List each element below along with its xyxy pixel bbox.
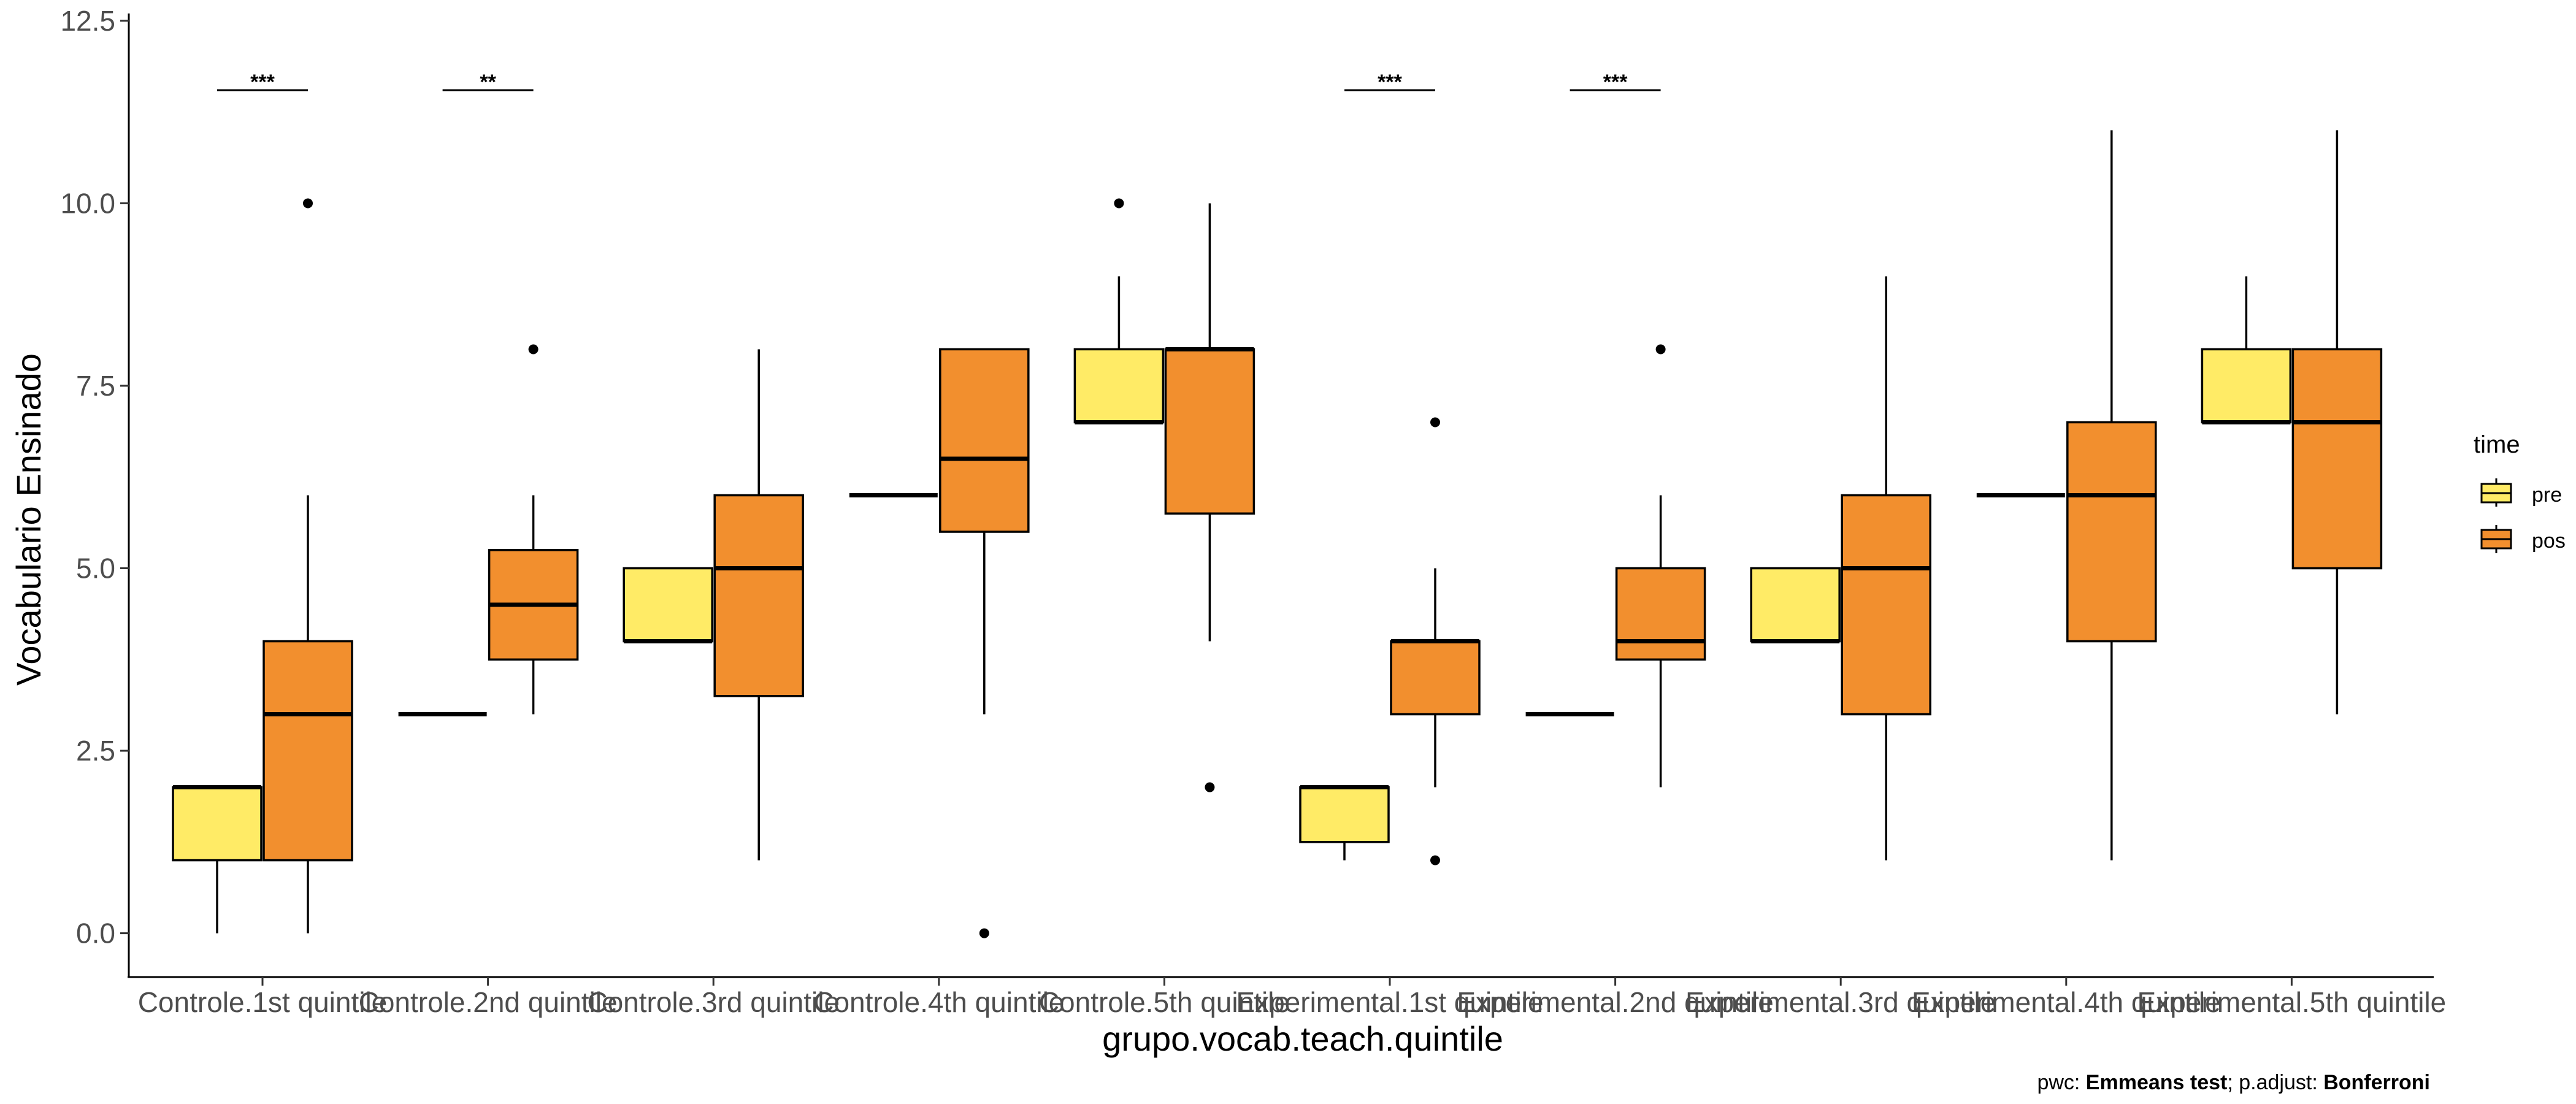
- outlier-point: [528, 344, 539, 355]
- x-tick-label: Experimental.3rd quintile: [1685, 986, 1996, 1018]
- box-body: [939, 348, 1030, 533]
- box-body: [1750, 567, 1841, 643]
- box-pos-9: [2291, 130, 2383, 715]
- y-axis-ticks: 0.0 2.5 5.0 7.5 10.0 12.5: [60, 5, 129, 949]
- x-tick-label: Experimental.2nd quintile: [1457, 986, 1774, 1018]
- box-body: [1299, 786, 1390, 843]
- caption-test: Emmeans test: [2086, 1071, 2228, 1094]
- box-pre-7: [1750, 567, 1841, 644]
- x-tick-label: Experimental.5th quintile: [2137, 986, 2447, 1018]
- y-tick-label: 5.0: [76, 553, 115, 585]
- significance-label: **: [480, 71, 496, 94]
- box-pos-4: [1164, 203, 1255, 792]
- box-pre-9: [2201, 276, 2292, 424]
- x-tick-label: Controle.4th quintile: [813, 986, 1064, 1018]
- box-pos-2: [713, 349, 804, 861]
- outlier-point: [979, 928, 989, 938]
- outlier-point: [1205, 782, 1215, 792]
- x-tick-label: Controle.1st quintile: [138, 986, 388, 1018]
- box-body: [1390, 640, 1481, 716]
- box-body: [1841, 494, 1931, 716]
- y-tick-label: 12.5: [60, 5, 115, 37]
- significance-label: ***: [250, 71, 275, 94]
- box-body: [1615, 567, 1706, 661]
- box-body: [1073, 348, 1165, 424]
- outlier-point: [1430, 855, 1440, 865]
- caption-method: Bonferroni: [2323, 1071, 2430, 1094]
- x-tick-label: Controle.5th quintile: [1039, 986, 1290, 1018]
- box-pre-0: [172, 785, 263, 933]
- outlier-point: [1114, 198, 1124, 209]
- x-axis-title: grupo.vocab.teach.quintile: [1102, 1019, 1503, 1058]
- significance-label: ***: [1378, 71, 1402, 94]
- x-tick-label: Controle.3rd quintile: [587, 986, 840, 1018]
- outlier-point: [1655, 344, 1666, 355]
- box-pos-1: [488, 344, 579, 715]
- legend-label-pre: pre: [2532, 483, 2562, 507]
- outlier-point: [1430, 417, 1440, 427]
- caption-prefix: pwc:: [2037, 1071, 2085, 1094]
- legend-title: time: [2474, 431, 2520, 458]
- box-body: [2066, 421, 2157, 643]
- box-body: [2201, 348, 2292, 424]
- box-pos-6: [1615, 344, 1706, 788]
- y-tick-label: 10.0: [60, 187, 115, 219]
- legend-label-pos: pos: [2532, 529, 2566, 553]
- legend: time pre pos: [2474, 431, 2566, 553]
- significance-label: ***: [1603, 71, 1628, 94]
- box-body: [713, 494, 804, 697]
- x-tick-label: Experimental.1st quintile: [1236, 986, 1543, 1018]
- y-tick-label: 0.0: [76, 918, 115, 949]
- box-pos-5: [1390, 417, 1481, 865]
- y-tick-label: 2.5: [76, 735, 115, 767]
- box-body: [623, 567, 713, 643]
- outlier-point: [303, 198, 313, 209]
- box-pos-0: [263, 198, 353, 933]
- box-pos-7: [1841, 276, 1931, 861]
- box-pre-2: [623, 567, 713, 644]
- box-pre-5: [1299, 785, 1390, 861]
- box-body: [172, 786, 263, 862]
- box-pre-4: [1073, 198, 1165, 424]
- caption-middle: ; p.adjust:: [2227, 1071, 2323, 1094]
- plot-marks: *** ** *** ***: [172, 71, 2383, 938]
- box-pos-3: [939, 348, 1030, 938]
- y-axis-title: Vocabulario Ensinado: [9, 353, 48, 686]
- x-tick-label: Experimental.4th quintile: [1912, 986, 2221, 1018]
- box-body: [2291, 348, 2383, 570]
- box-body: [263, 640, 353, 862]
- caption: pwc: Emmeans test; p.adjust: Bonferroni: [2037, 1071, 2430, 1094]
- y-tick-label: 7.5: [76, 370, 115, 402]
- box-body: [1164, 348, 1255, 515]
- x-tick-label: Controle.2nd quintile: [359, 986, 618, 1018]
- box-pos-8: [2066, 130, 2157, 861]
